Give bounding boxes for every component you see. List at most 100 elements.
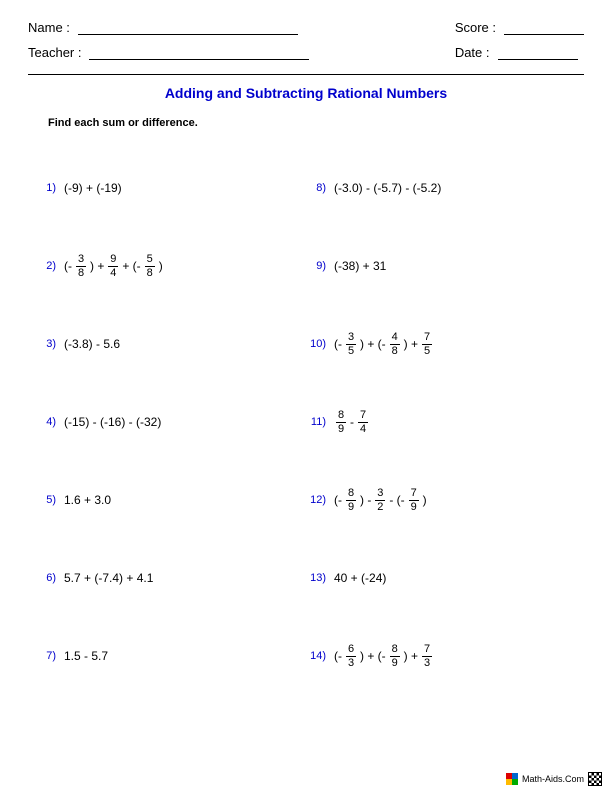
qr-icon [588, 772, 602, 786]
problem-row: 8)(-3.0) - (-5.7) - (-5.2) [306, 149, 576, 227]
problem-row: 12)(-89 ) - 32 - (- 79 ) [306, 461, 576, 539]
fraction-denominator: 9 [390, 656, 400, 669]
problems-grid: 1)(-9) + (-19)2)(-38 ) + 94 + (- 58 )3)(… [28, 149, 584, 695]
header-divider [28, 74, 584, 75]
problem-row: 14)(-63 ) + (- 89 ) + 73 [306, 617, 576, 695]
fraction-denominator: 4 [108, 266, 118, 279]
expr-text: (-15) - (-16) - (-32) [64, 415, 161, 429]
fraction-numerator: 9 [110, 254, 116, 266]
problem-number: 3) [36, 338, 64, 350]
score-label: Score : [455, 20, 496, 35]
problem-row: 9)(-38) + 31 [306, 227, 576, 305]
fraction-denominator: 5 [422, 344, 432, 357]
problem-expression: (-3.0) - (-5.7) - (-5.2) [334, 181, 441, 195]
fraction-denominator: 8 [76, 266, 86, 279]
fraction: 63 [346, 644, 356, 669]
problem-number: 9) [306, 260, 334, 272]
expr-text: (-9) + (-19) [64, 181, 122, 195]
expr-text: (- [64, 259, 72, 273]
score-blank [504, 21, 584, 35]
problem-expression: (-15) - (-16) - (-32) [64, 415, 161, 429]
problem-expression: (- 38 ) + 94 + (- 58 ) [64, 254, 163, 279]
fraction: 38 [76, 254, 86, 279]
problem-row: 6)5.7 + (-7.4) + 4.1 [36, 539, 306, 617]
expr-text: 40 + (-24) [334, 571, 386, 585]
fraction: 35 [346, 332, 356, 357]
instructions: Find each sum or difference. [48, 117, 584, 129]
fraction-denominator: 3 [422, 656, 432, 669]
fraction-numerator: 3 [377, 488, 383, 500]
date-label: Date : [455, 45, 490, 60]
fraction-numerator: 7 [411, 488, 417, 500]
teacher-label: Teacher : [28, 45, 81, 60]
fraction: 89 [390, 644, 400, 669]
problem-number: 12) [306, 494, 334, 506]
fraction-numerator: 7 [424, 644, 430, 656]
expr-text: 5.7 + (-7.4) + 4.1 [64, 571, 153, 585]
fraction-denominator: 3 [346, 656, 356, 669]
expr-text: 1.6 + 3.0 [64, 493, 111, 507]
expr-text: ) + [404, 337, 418, 351]
worksheet-header: Name : Teacher : Score : Date : [28, 20, 584, 60]
fraction-numerator: 7 [424, 332, 430, 344]
problem-number: 1) [36, 182, 64, 194]
expr-text: ) + [90, 259, 104, 273]
fraction-numerator: 4 [392, 332, 398, 344]
teacher-blank [89, 46, 309, 60]
date-blank [498, 46, 578, 60]
fraction: 94 [108, 254, 118, 279]
expr-text: - (- [389, 493, 404, 507]
problem-number: 7) [36, 650, 64, 662]
expr-text: (-38) + 31 [334, 259, 386, 273]
problem-expression: (-38) + 31 [334, 259, 386, 273]
problem-row: 4)(-15) - (-16) - (-32) [36, 383, 306, 461]
fraction: 32 [375, 488, 385, 513]
fraction: 73 [422, 644, 432, 669]
problem-expression: 1.5 - 5.7 [64, 649, 108, 663]
problem-row: 7)1.5 - 5.7 [36, 617, 306, 695]
expr-text: (-3.8) - 5.6 [64, 337, 120, 351]
fraction: 79 [409, 488, 419, 513]
fraction: 74 [358, 410, 368, 435]
problem-expression: (-9) + (-19) [64, 181, 122, 195]
problem-row: 5)1.6 + 3.0 [36, 461, 306, 539]
problem-expression: 5.7 + (-7.4) + 4.1 [64, 571, 153, 585]
problem-number: 2) [36, 260, 64, 272]
name-blank [78, 21, 298, 35]
problem-row: 10)(-35 ) + (- 48 ) + 75 [306, 305, 576, 383]
fraction-numerator: 6 [348, 644, 354, 656]
fraction: 89 [346, 488, 356, 513]
fraction-numerator: 3 [348, 332, 354, 344]
problem-row: 3)(-3.8) - 5.6 [36, 305, 306, 383]
fraction-denominator: 5 [346, 344, 356, 357]
fraction: 89 [336, 410, 346, 435]
problem-expression: (-35 ) + (- 48 ) + 75 [334, 332, 434, 357]
fraction: 48 [390, 332, 400, 357]
expr-text: + (- [122, 259, 140, 273]
expr-text: (- [334, 337, 342, 351]
fraction-denominator: 9 [409, 500, 419, 513]
problem-number: 6) [36, 572, 64, 584]
worksheet-title: Adding and Subtracting Rational Numbers [28, 85, 584, 101]
problem-row: 11)89 - 74 [306, 383, 576, 461]
fraction-numerator: 8 [338, 410, 344, 422]
problem-number: 14) [306, 650, 334, 662]
problem-number: 10) [306, 338, 334, 350]
problem-expression: (-63 ) + (- 89 ) + 73 [334, 644, 434, 669]
fraction: 58 [145, 254, 155, 279]
expr-text: (- [334, 649, 342, 663]
problem-row: 2)(- 38 ) + 94 + (- 58 ) [36, 227, 306, 305]
fraction-numerator: 7 [360, 410, 366, 422]
expr-text: (-3.0) - (-5.7) - (-5.2) [334, 181, 441, 195]
name-label: Name : [28, 20, 70, 35]
fraction: 75 [422, 332, 432, 357]
problem-expression: (-89 ) - 32 - (- 79 ) [334, 488, 427, 513]
problem-number: 11) [306, 416, 334, 428]
fraction-numerator: 8 [392, 644, 398, 656]
fraction-denominator: 9 [336, 422, 346, 435]
expr-text: ) [159, 259, 163, 273]
problem-expression: 89 - 74 [334, 410, 370, 435]
footer: Math-Aids.Com [506, 772, 602, 786]
problem-expression: 1.6 + 3.0 [64, 493, 111, 507]
problem-expression: (-3.8) - 5.6 [64, 337, 120, 351]
